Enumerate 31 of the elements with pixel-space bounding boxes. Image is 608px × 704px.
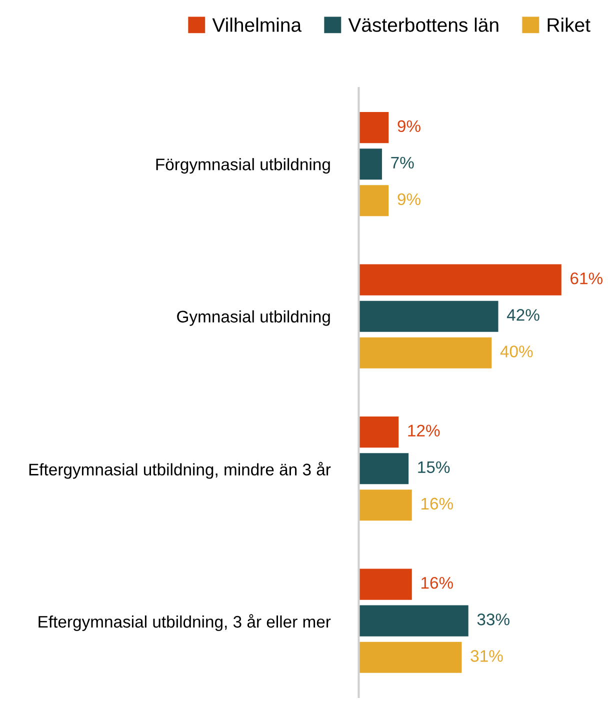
y-tick-label: Gymnasial utbildning <box>177 310 330 326</box>
bar <box>358 112 389 144</box>
data-label: 7% <box>391 156 414 169</box>
data-label: 61% <box>570 272 602 284</box>
data-label: 12% <box>408 424 440 436</box>
data-label: 16% <box>421 498 453 510</box>
data-label: 15% <box>418 461 450 474</box>
bar <box>358 490 412 521</box>
bar <box>358 264 562 296</box>
bar <box>358 185 389 216</box>
bar <box>358 453 409 484</box>
data-label: 42% <box>506 309 540 321</box>
data-label: 16% <box>421 576 453 589</box>
data-label: 9% <box>398 120 420 132</box>
legend-label: Vilhelmina <box>212 18 302 32</box>
bar <box>358 148 382 180</box>
data-label: 33% <box>477 614 510 626</box>
bar <box>358 300 498 332</box>
bar <box>358 416 399 448</box>
bar <box>358 337 492 368</box>
y-tick-label: Eftergymnasial utbildning, mindre än 3 år <box>29 462 331 479</box>
bar <box>358 642 462 673</box>
bar <box>358 568 412 600</box>
legend-label: Västerbottens län <box>348 18 498 32</box>
legend-label: Riket <box>548 18 590 32</box>
y-tick-label: Förgymnasial utbildning <box>156 158 330 174</box>
data-label: 9% <box>398 193 420 206</box>
y-tick-label: Eftergymnasial utbildning, 3 år eller mer <box>38 614 331 632</box>
bar <box>358 605 468 636</box>
data-label: 40% <box>500 346 533 358</box>
data-label: 31% <box>470 650 503 662</box>
